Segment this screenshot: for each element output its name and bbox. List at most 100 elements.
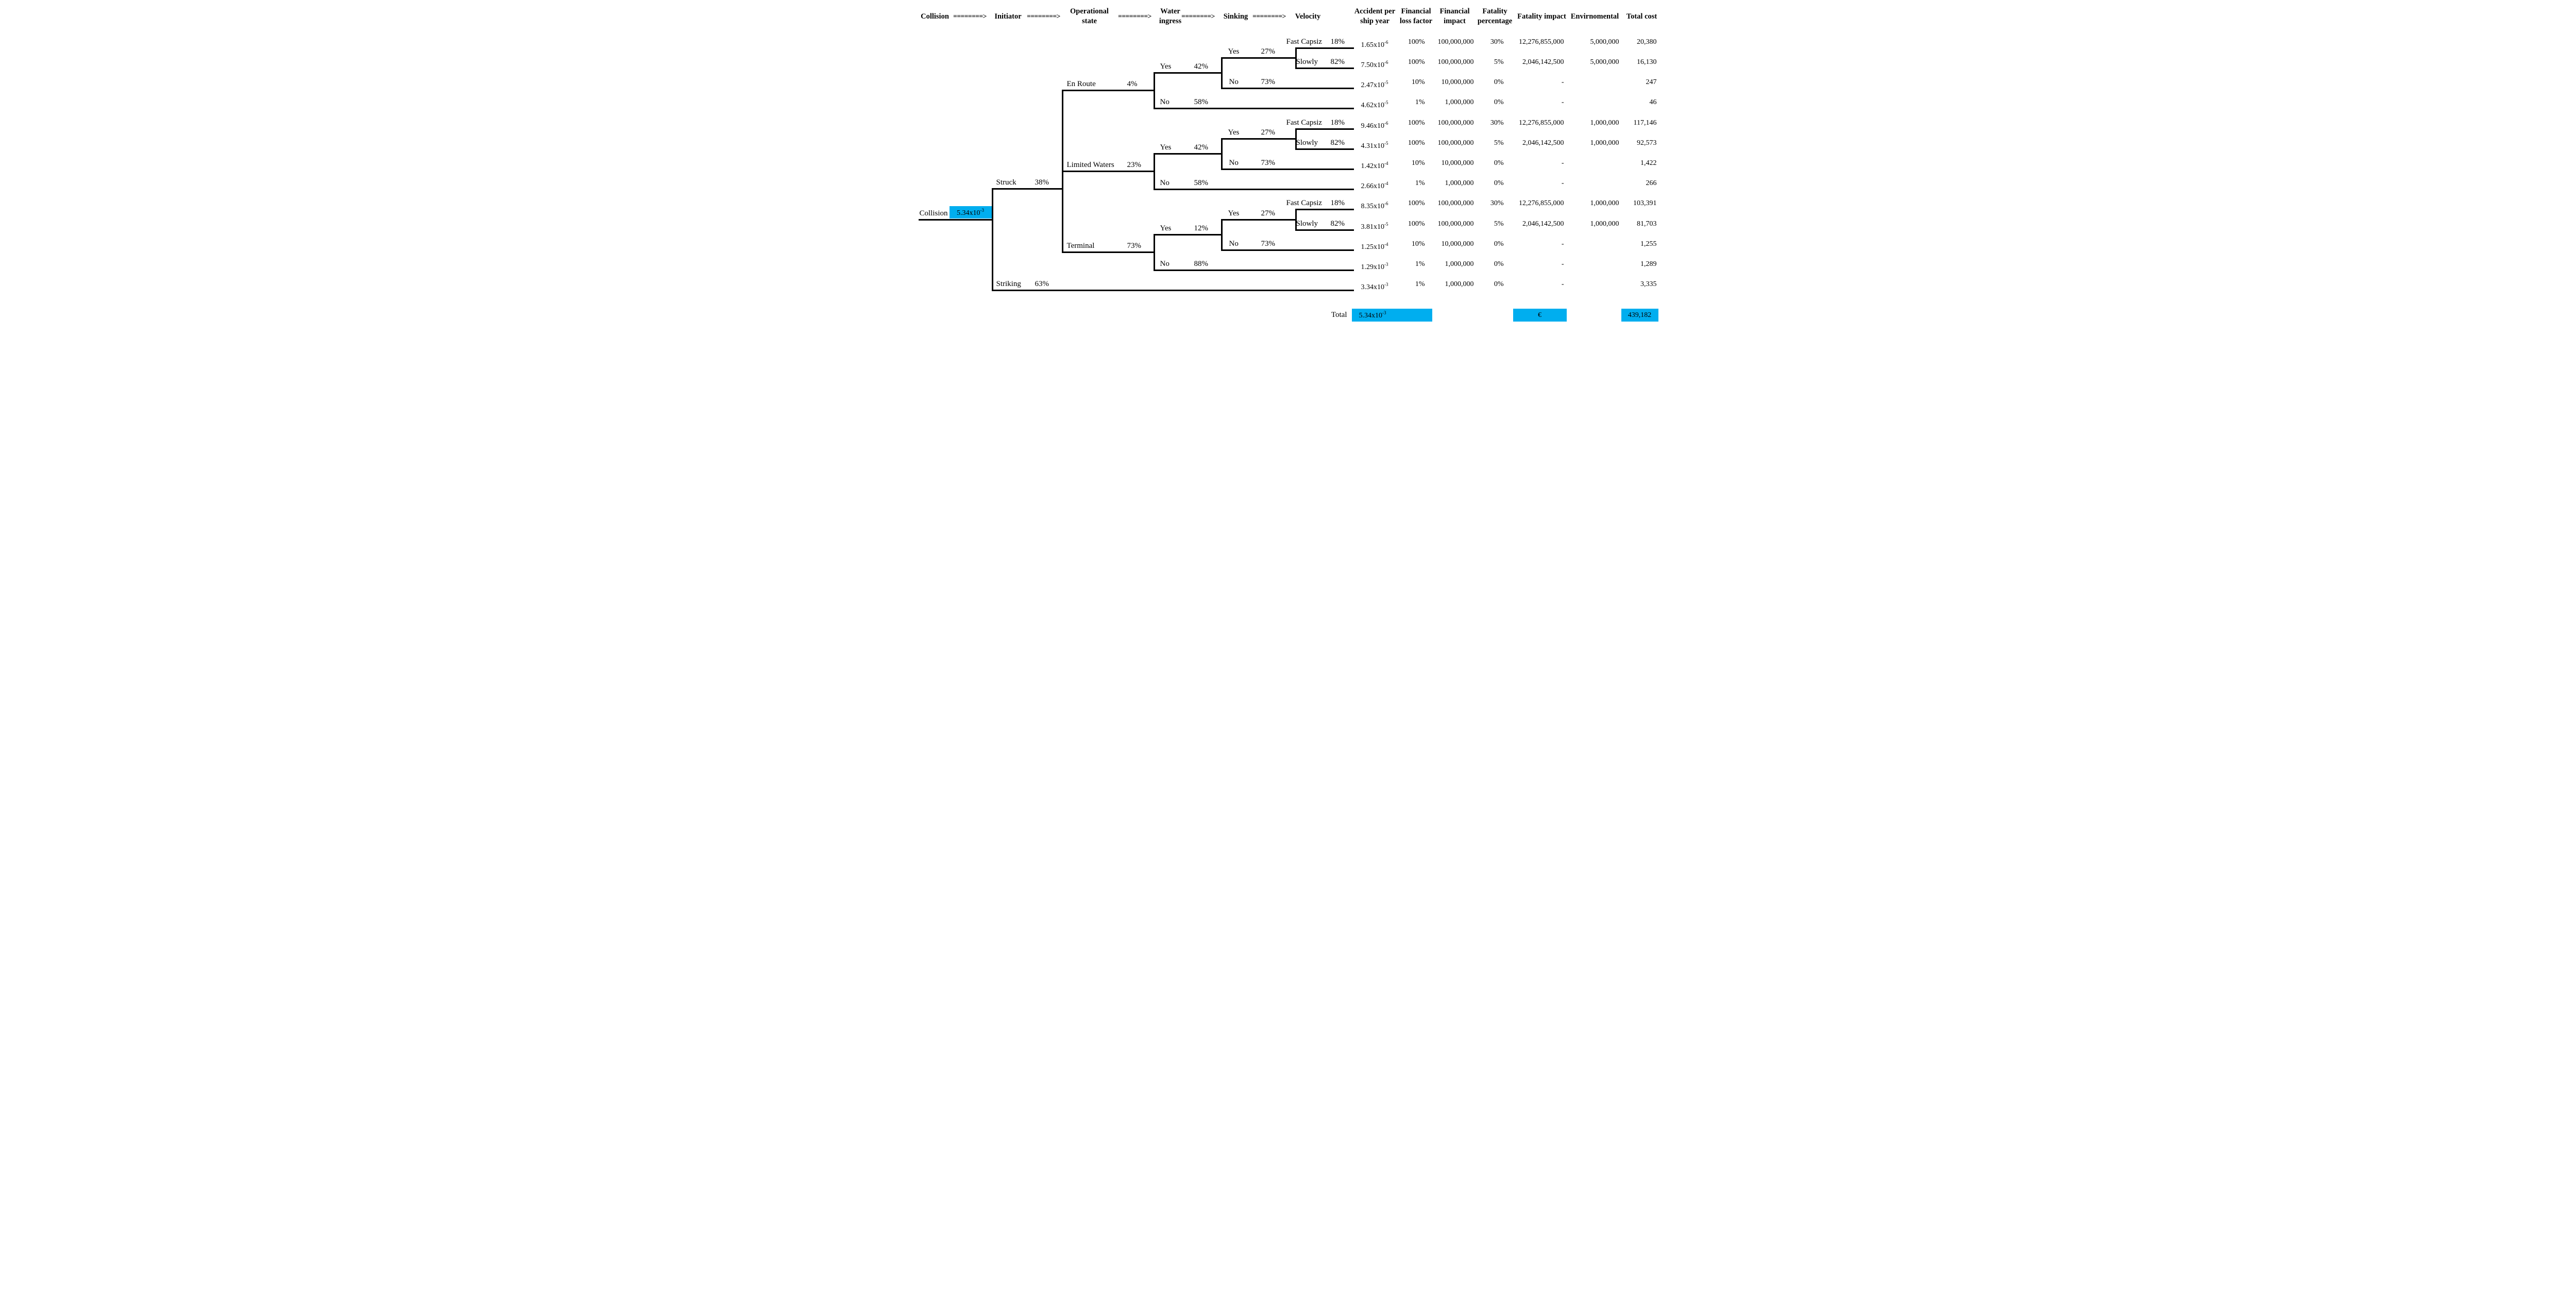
column-header-operational-state-line: Operational [1070,7,1109,15]
row-environmental: 1,000,000 [1590,139,1619,147]
row-fatality-impact: - [1561,78,1564,86]
row-accident-frequency: 7.50x10-6 [1361,57,1402,69]
row-environmental [1561,178,1619,189]
sinking-no-pct-0: 73% [1261,78,1276,86]
velocity-fast-capsize-label-0: Fast Capsiz [1286,38,1323,46]
collision-frequency-value: 5.34x10-3 [957,207,984,217]
accident-frequency-mantissa: 2.66x10 [1361,182,1385,190]
row-total-cost: 16,130 [1637,58,1657,66]
row-financial-impact: 1,000,000 [1445,260,1474,268]
total-cost-value: 439,182 [1628,311,1652,319]
column-header-water-ingress-line: Water [1160,7,1180,15]
sinking-vertical-1 [1221,138,1223,170]
water-ingress-yes-pct-2: 12% [1194,224,1209,232]
row-environmental [1561,239,1619,249]
accident-frequency-exponent: -6 [1384,121,1388,126]
row-financial-impact: 10,000,000 [1441,240,1474,248]
water-ingress-vertical-1 [1153,153,1155,190]
column-header-total-cost-line: Total cost [1626,12,1657,21]
column-header-collision-line: Collision [921,12,949,21]
water-ingress-yes-line-2 [1153,234,1223,236]
column-header-fatality-impact-line: Fatality impact [1517,12,1566,21]
water-ingress-yes-pct-1: 42% [1194,143,1209,152]
row-financial-loss-factor: 100% [1408,119,1425,127]
row-financial-impact: 1,000,000 [1445,280,1474,288]
velocity-slowly-label-2: Slowly [1296,220,1318,228]
header-flow-arrow-2: ========> [1027,12,1060,20]
row-environmental [1561,279,1619,290]
row-accident-frequency: 4.31x10-5 [1361,138,1402,150]
row-financial-impact: 10,000,000 [1441,159,1474,167]
fast-capsize-leaf-line-2 [1295,209,1354,210]
row-fatality-percentage: 0% [1494,280,1504,288]
row-financial-impact: 100,000,000 [1437,119,1474,127]
row-environmental: 1,000,000 [1590,119,1619,127]
sinking-yes-line-0 [1221,57,1297,59]
water-ingress-no-leaf-line-2 [1153,270,1354,271]
row-fatality-impact: 12,276,855,000 [1519,38,1564,46]
accident-frequency-exponent: -4 [1384,181,1388,186]
row-total-cost: 1,255 [1640,240,1657,248]
row-environmental [1561,158,1619,169]
fast-capsize-leaf-line-1 [1295,128,1354,130]
row-fatality-percentage: 0% [1494,179,1504,187]
slowly-leaf-line-2 [1295,229,1354,231]
collision-event-tree-figure: Collision Initiator Operational state Water i… [911,0,1665,328]
accident-frequency-exponent: -3 [1384,282,1388,287]
sinking-no-label-0: No [1229,78,1239,86]
row-total-cost: 103,391 [1633,199,1657,207]
column-header-fatality-percentage: Fatality percentage [1471,5,1519,28]
sinking-yes-line-1 [1221,138,1297,140]
row-fatality-percentage: 0% [1494,159,1504,167]
column-header-collision: Collision [913,5,957,28]
sinking-yes-pct-0: 27% [1261,47,1276,56]
collision-frequency-box: 5.34x10-3 [949,206,992,218]
column-header-financial-impact: Financial impact [1432,5,1478,28]
accident-frequency-mantissa: 1.65x10 [1361,41,1385,49]
row-financial-loss-factor: 10% [1411,240,1425,248]
accident-frequency-mantissa: 3.34x10 [1361,283,1385,291]
total-accident-frequency-box: 5.34x10-3 [1351,309,1432,322]
operational-state-pct-0: 4% [1127,80,1138,88]
sinking-vertical-0 [1221,57,1223,89]
row-fatality-impact: 2,046,142,500 [1522,139,1564,147]
row-financial-impact: 100,000,000 [1437,58,1474,66]
column-header-fatality-impact: Fatality impact [1512,5,1572,28]
row-fatality-impact: - [1561,280,1564,288]
row-total-cost: 1,422 [1640,159,1657,167]
row-accident-frequency: 8.35x10-6 [1361,198,1402,210]
row-fatality-impact: - [1561,159,1564,167]
column-header-envirnomental: Envirnomental [1566,5,1624,28]
header-flow-arrow-1: ========> [953,12,987,20]
header-flow-arrow-5: ========> [1252,12,1286,20]
row-financial-impact: 10,000,000 [1441,78,1474,86]
row-financial-impact: 100,000,000 [1437,199,1474,207]
water-ingress-no-label-0: No [1160,98,1170,106]
initiator-pct-struck: 38% [1035,178,1049,187]
row-accident-frequency: 4.62x10-5 [1361,97,1402,109]
accident-frequency-exponent: -5 [1384,222,1388,227]
column-header-sinking-line: Sinking [1223,12,1248,21]
total-cost-box: 439,182 [1621,309,1658,322]
accident-frequency-mantissa: 7.50x10 [1361,61,1385,69]
column-header-operational-state: Operational state [1061,5,1118,28]
operational-state-label-1: Limited Waters [1066,161,1114,169]
total-currency-symbol: € [1538,311,1541,319]
row-fatality-impact: 12,276,855,000 [1519,119,1564,127]
row-fatality-percentage: 0% [1494,78,1504,86]
accident-frequency-exponent: -5 [1384,80,1388,85]
accident-frequency-mantissa: 8.35x10 [1361,203,1385,210]
row-financial-loss-factor: 1% [1415,179,1425,187]
row-financial-loss-factor: 10% [1411,78,1425,86]
row-fatality-impact: 2,046,142,500 [1522,220,1564,228]
column-header-financial-impact-line: Financial [1439,7,1470,15]
column-header-water-ingress-line: ingress [1159,17,1182,25]
row-financial-loss-factor: 10% [1411,159,1425,167]
row-fatality-impact: 2,046,142,500 [1522,58,1564,66]
collision-branch-line [918,219,993,221]
accident-frequency-mantissa: 1.29x10 [1361,263,1385,271]
velocity-fast-capsize-label-1: Fast Capsiz [1286,119,1323,127]
row-environmental [1561,77,1619,88]
column-header-envirnomental-line: Envirnomental [1570,12,1619,21]
accident-frequency-mantissa: 4.62x10 [1361,102,1385,109]
